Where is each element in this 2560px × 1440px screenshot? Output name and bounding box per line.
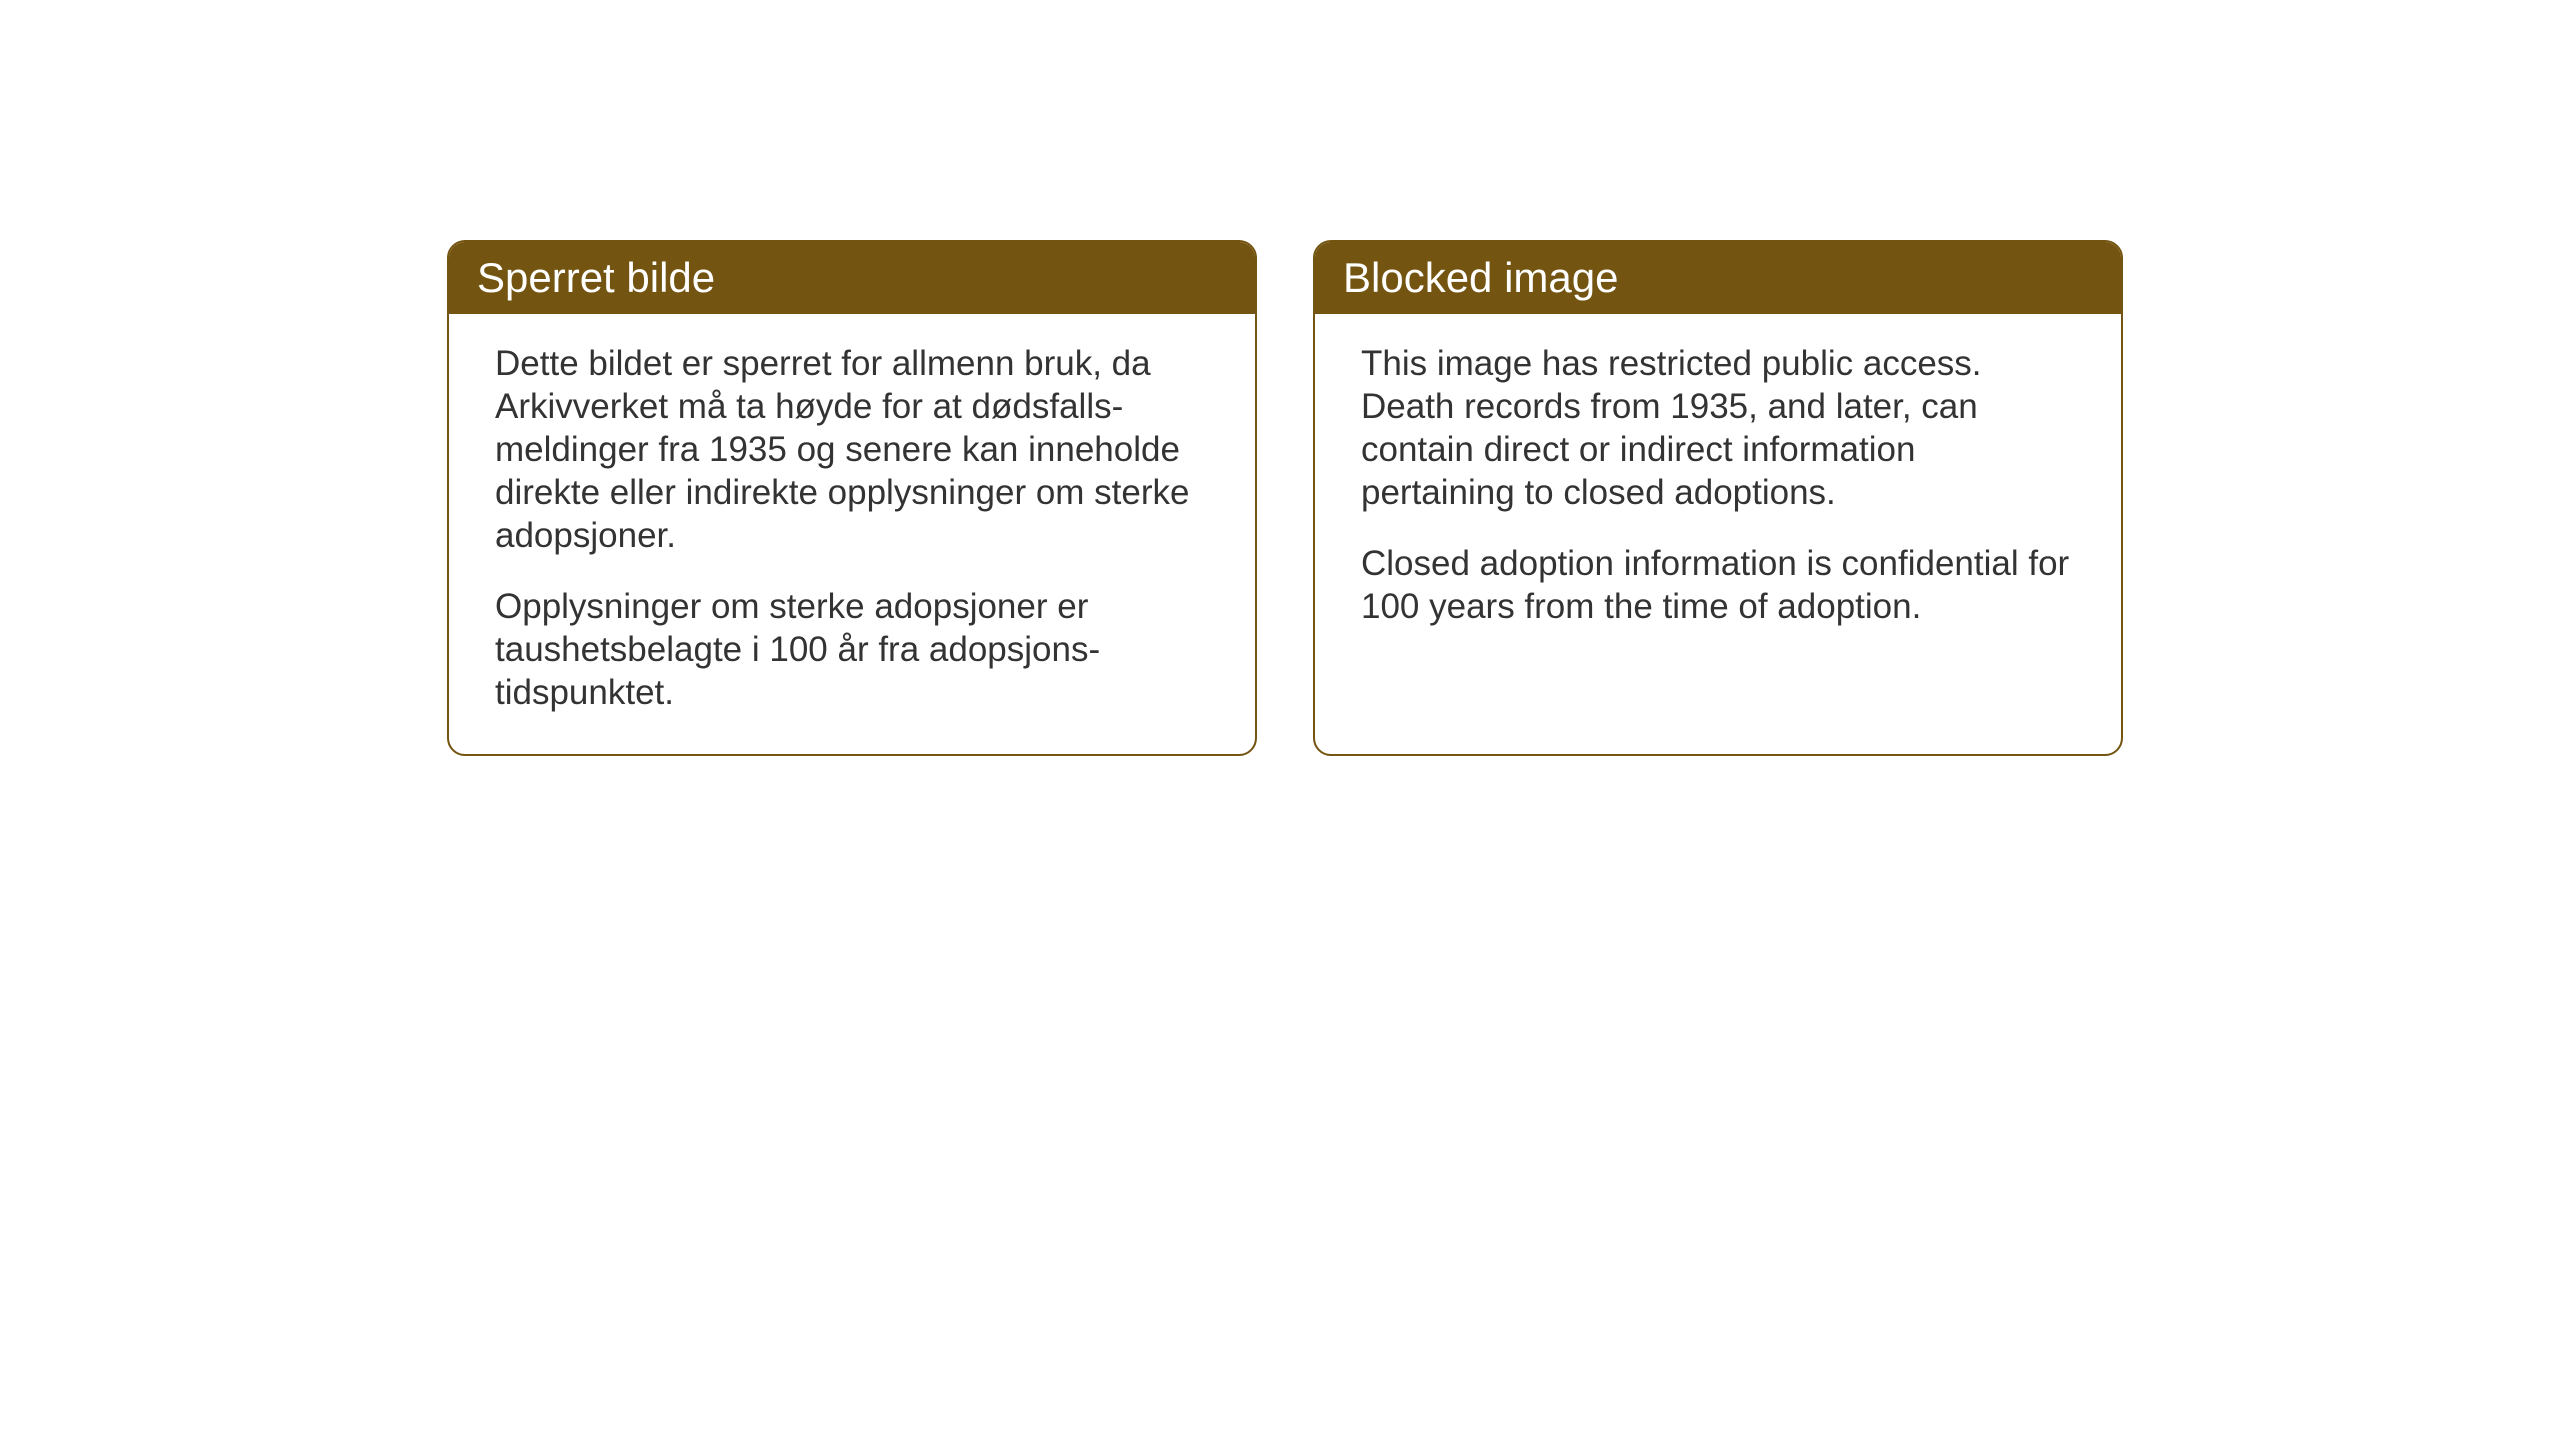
notice-card-english: Blocked image This image has restricted … xyxy=(1313,240,2123,756)
card-body-english: This image has restricted public access.… xyxy=(1315,314,2121,668)
card-paragraph: Opplysninger om sterke adopsjoner er tau… xyxy=(495,585,1209,714)
card-paragraph: This image has restricted public access.… xyxy=(1361,342,2075,514)
card-header-english: Blocked image xyxy=(1315,242,2121,314)
card-title: Blocked image xyxy=(1343,254,1618,301)
card-body-norwegian: Dette bildet er sperret for allmenn bruk… xyxy=(449,314,1255,754)
card-paragraph: Dette bildet er sperret for allmenn bruk… xyxy=(495,342,1209,557)
notice-card-norwegian: Sperret bilde Dette bildet er sperret fo… xyxy=(447,240,1257,756)
card-header-norwegian: Sperret bilde xyxy=(449,242,1255,314)
card-paragraph: Closed adoption information is confident… xyxy=(1361,542,2075,628)
notice-cards-container: Sperret bilde Dette bildet er sperret fo… xyxy=(447,240,2123,756)
card-title: Sperret bilde xyxy=(477,254,715,301)
